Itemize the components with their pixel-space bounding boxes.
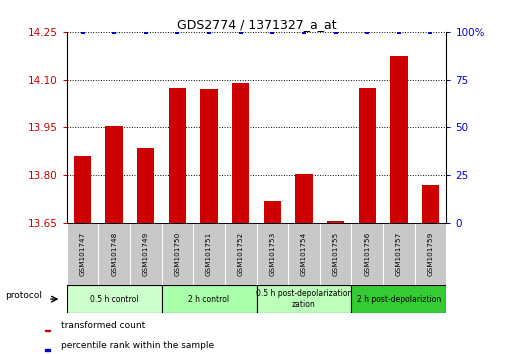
Bar	[288, 223, 320, 285]
Point	[78, 29, 87, 35]
Bar	[232, 83, 249, 223]
Point	[236, 29, 245, 35]
Bar	[383, 223, 415, 285]
Point	[331, 29, 340, 35]
Bar	[422, 185, 439, 223]
Bar	[256, 223, 288, 285]
Text: GSM101749: GSM101749	[143, 232, 149, 276]
Text: GSM101747: GSM101747	[80, 232, 86, 276]
Bar	[351, 223, 383, 285]
Bar	[201, 89, 218, 223]
Title: GDS2774 / 1371327_a_at: GDS2774 / 1371327_a_at	[176, 18, 337, 31]
Text: GSM101757: GSM101757	[396, 232, 402, 276]
Point	[110, 29, 118, 35]
Text: GSM101756: GSM101756	[364, 232, 370, 276]
Bar	[256, 285, 351, 313]
Bar	[74, 156, 91, 223]
Bar	[45, 330, 50, 331]
Text: 0.5 h post-depolarization
zation: 0.5 h post-depolarization zation	[256, 290, 352, 309]
Text: GSM101750: GSM101750	[174, 232, 181, 276]
Point	[142, 29, 150, 35]
Text: GSM101753: GSM101753	[269, 232, 275, 276]
Bar	[67, 285, 162, 313]
Text: GSM101751: GSM101751	[206, 232, 212, 276]
Text: 2 h post-depolariztion: 2 h post-depolariztion	[357, 295, 441, 304]
Bar	[320, 223, 351, 285]
Text: protocol: protocol	[5, 291, 43, 300]
Bar	[137, 148, 154, 223]
Point	[394, 29, 403, 35]
Bar	[390, 56, 407, 223]
Bar	[295, 174, 312, 223]
Bar	[359, 88, 376, 223]
Text: percentile rank within the sample: percentile rank within the sample	[61, 341, 214, 350]
Point	[173, 29, 182, 35]
Text: 0.5 h control: 0.5 h control	[90, 295, 139, 304]
Text: GSM101754: GSM101754	[301, 232, 307, 276]
Bar	[45, 349, 50, 351]
Text: 2 h control: 2 h control	[188, 295, 230, 304]
Point	[205, 29, 213, 35]
Bar	[162, 285, 256, 313]
Text: GSM101759: GSM101759	[427, 232, 433, 276]
Bar	[162, 223, 193, 285]
Bar	[415, 223, 446, 285]
Bar	[67, 223, 98, 285]
Bar	[169, 88, 186, 223]
Bar	[98, 223, 130, 285]
Bar	[106, 126, 123, 223]
Bar	[225, 223, 256, 285]
Point	[300, 29, 308, 35]
Point	[268, 29, 277, 35]
Point	[363, 29, 371, 35]
Bar	[193, 223, 225, 285]
Text: GSM101752: GSM101752	[238, 232, 244, 276]
Text: GSM101755: GSM101755	[332, 232, 339, 276]
Bar	[327, 222, 344, 223]
Bar	[130, 223, 162, 285]
Text: transformed count: transformed count	[61, 321, 145, 331]
Bar	[351, 285, 446, 313]
Text: GSM101748: GSM101748	[111, 232, 117, 276]
Point	[426, 29, 435, 35]
Bar	[264, 201, 281, 223]
